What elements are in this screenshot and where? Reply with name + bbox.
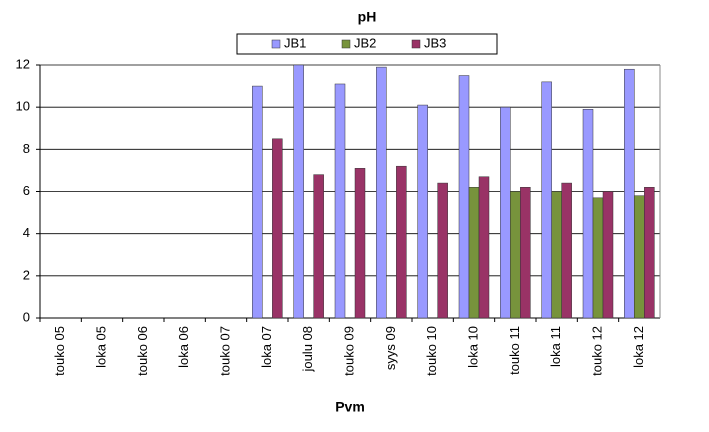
y-tick-label: 4 xyxy=(23,225,30,240)
legend-swatch xyxy=(411,39,421,49)
x-tick-label: loka 10 xyxy=(465,326,480,368)
x-tick-label: touko 09 xyxy=(341,326,356,376)
bar xyxy=(334,83,346,319)
x-tick-label: touko 12 xyxy=(589,326,604,376)
bar xyxy=(293,64,304,319)
bar xyxy=(561,182,572,319)
x-tick-label: joulu 08 xyxy=(300,326,315,373)
y-tick-label: 0 xyxy=(23,309,30,324)
legend xyxy=(236,33,498,55)
legend-label: JB2 xyxy=(354,35,376,50)
y-tick-label: 10 xyxy=(16,99,30,114)
bar xyxy=(417,104,428,319)
bar xyxy=(458,75,470,319)
bar xyxy=(252,85,263,319)
bar xyxy=(602,191,614,319)
chart-title: pH xyxy=(358,9,377,25)
bar xyxy=(644,187,655,319)
x-tick-label: touko 07 xyxy=(217,326,232,376)
y-tick-label: 8 xyxy=(23,141,30,156)
bar xyxy=(376,66,387,319)
bar xyxy=(396,165,407,319)
x-tick-label: touko 11 xyxy=(507,326,522,375)
legend-swatch xyxy=(341,39,351,49)
x-tick-label: touko 05 xyxy=(52,326,67,376)
bar xyxy=(437,182,448,319)
bar xyxy=(354,168,366,319)
y-tick-label: 2 xyxy=(23,267,30,282)
bar xyxy=(510,191,521,319)
x-tick-label: loka 05 xyxy=(93,326,108,368)
y-tick-label: 12 xyxy=(16,56,30,71)
x-axis-title: Pvm xyxy=(335,399,365,415)
legend-label: JB3 xyxy=(424,35,446,50)
x-tick-label: touko 06 xyxy=(135,326,150,376)
bar xyxy=(313,174,324,319)
bar xyxy=(634,195,645,319)
bar xyxy=(582,109,594,319)
x-tick-label: loka 06 xyxy=(176,326,191,368)
x-tick-label: touko 10 xyxy=(424,326,439,376)
bar xyxy=(541,81,552,319)
legend-label: JB1 xyxy=(284,35,306,50)
bar xyxy=(500,106,511,319)
x-tick-label: syys 09 xyxy=(383,326,398,370)
bar xyxy=(551,191,562,319)
bar xyxy=(468,187,480,319)
bar xyxy=(272,138,283,319)
bar xyxy=(592,197,604,319)
bar xyxy=(478,176,490,319)
x-tick-label: loka 12 xyxy=(631,326,646,368)
y-tick-label: 6 xyxy=(23,183,30,198)
legend-swatch xyxy=(271,39,281,49)
x-tick-label: loka 11 xyxy=(548,326,563,367)
bar xyxy=(624,68,635,319)
x-tick-label: loka 07 xyxy=(259,326,274,368)
bar xyxy=(520,187,531,319)
